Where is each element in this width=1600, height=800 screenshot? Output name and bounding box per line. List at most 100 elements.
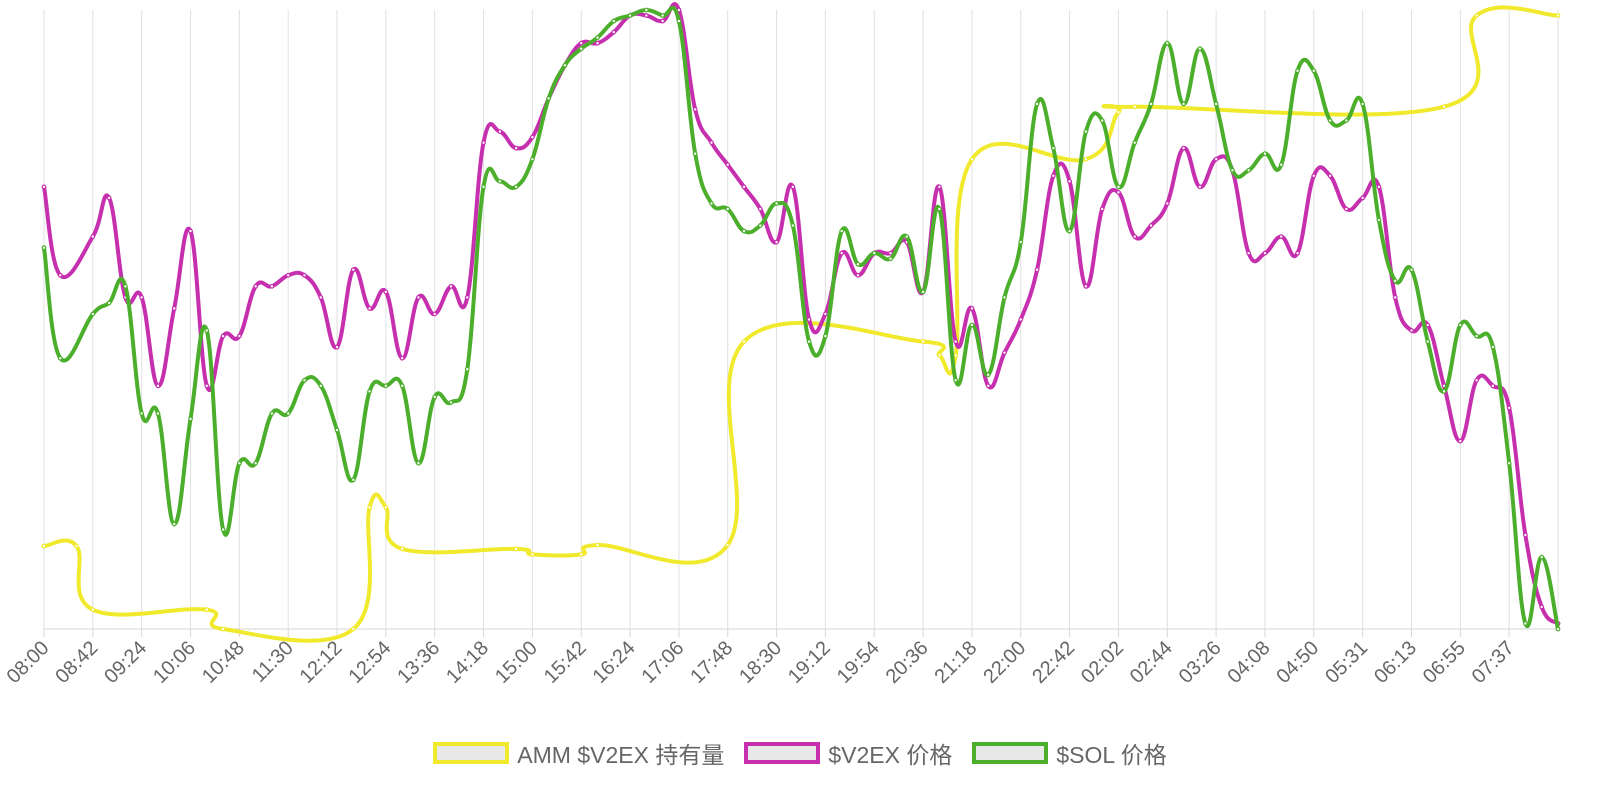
data-point — [350, 626, 356, 632]
x-tick-label: 12:12 — [296, 637, 347, 688]
data-point — [90, 311, 96, 317]
series-2 — [41, 2, 1561, 626]
data-point — [204, 383, 210, 389]
data-point — [171, 521, 177, 527]
data-point — [660, 18, 666, 24]
data-point — [350, 267, 356, 273]
data-point — [529, 156, 535, 162]
data-point — [806, 339, 812, 345]
data-point — [1295, 68, 1300, 74]
data-point — [236, 333, 242, 339]
data-point — [1523, 532, 1528, 538]
data-point — [1392, 278, 1398, 284]
data-point — [41, 543, 47, 549]
data-point — [595, 542, 600, 548]
x-tick-label: 18:30 — [735, 637, 786, 688]
data-point — [57, 355, 63, 361]
series-lines — [41, 2, 1561, 643]
data-point — [1392, 294, 1398, 300]
data-point — [367, 388, 372, 394]
data-point — [1050, 173, 1056, 179]
data-point — [1295, 250, 1300, 256]
data-point — [448, 400, 454, 405]
data-point — [1278, 234, 1284, 239]
data-point — [269, 411, 275, 416]
data-point — [1230, 167, 1235, 173]
data-point — [1262, 151, 1268, 157]
data-point — [1164, 201, 1170, 206]
data-point — [1490, 383, 1496, 389]
data-point — [204, 607, 210, 613]
data-point — [1409, 267, 1414, 273]
data-point — [1067, 228, 1073, 234]
data-point — [285, 411, 291, 416]
data-point — [432, 311, 438, 317]
data-point — [513, 184, 519, 190]
legend-item-amm-holdings[interactable]: AMM $V2EX 持有量 — [433, 736, 724, 770]
data-point — [1555, 13, 1561, 18]
data-point — [285, 272, 291, 278]
data-point — [529, 134, 535, 140]
data-point — [953, 377, 959, 383]
data-point — [578, 40, 584, 46]
data-point — [1474, 13, 1480, 18]
data-point — [481, 140, 486, 146]
data-point — [204, 328, 210, 333]
data-point — [1116, 189, 1121, 195]
x-tick-label: 03:26 — [1175, 637, 1226, 688]
data-point — [1018, 317, 1024, 322]
x-tick-label: 14:18 — [442, 637, 493, 688]
data-point — [790, 223, 796, 228]
legend-swatch-sol-price — [972, 742, 1049, 764]
data-point — [1002, 294, 1007, 300]
data-point — [578, 551, 584, 557]
data-point — [774, 201, 779, 206]
data-point — [1311, 173, 1317, 179]
data-point — [1327, 118, 1333, 123]
data-point — [464, 294, 470, 300]
x-tick-label: 02:44 — [1126, 637, 1177, 688]
legend-label-v2ex-price: $V2EX 价格 — [828, 742, 953, 768]
data-point — [1083, 283, 1089, 289]
data-point — [1132, 140, 1138, 146]
data-point — [888, 256, 893, 262]
data-point — [122, 283, 128, 289]
data-point — [546, 96, 552, 101]
data-point — [1506, 460, 1512, 466]
x-tick-label: 16:24 — [589, 637, 640, 688]
data-point — [1132, 234, 1138, 239]
data-point — [1523, 621, 1528, 626]
data-point — [1360, 195, 1366, 201]
data-point — [529, 551, 535, 557]
x-tick-label: 11:30 — [248, 637, 298, 687]
data-point — [1490, 344, 1496, 350]
legend-item-sol-price[interactable]: $SOL 价格 — [972, 736, 1167, 770]
data-point — [399, 355, 405, 361]
data-point — [725, 206, 731, 212]
data-point — [416, 460, 421, 466]
data-point — [660, 13, 666, 18]
x-tick-label: 19:54 — [833, 637, 884, 688]
data-point — [741, 228, 747, 234]
data-point — [269, 283, 275, 289]
data-point — [611, 18, 617, 24]
x-tick-label: 21:18 — [931, 637, 982, 688]
data-point — [383, 289, 389, 295]
data-point — [839, 228, 845, 234]
data-point — [1034, 101, 1040, 107]
data-point — [741, 339, 747, 345]
x-tick-labels: 08:0008:4209:2410:0610:4811:3012:1212:54… — [3, 637, 1519, 688]
line-chart: 08:0008:4209:2410:0610:4811:3012:1212:54… — [3, 2, 1561, 688]
data-point — [220, 527, 226, 532]
data-point — [253, 283, 259, 289]
legend-item-v2ex-price[interactable]: $V2EX 价格 — [744, 736, 952, 770]
data-point — [334, 427, 340, 433]
data-point — [627, 13, 633, 18]
data-point — [1425, 339, 1431, 345]
data-point — [725, 542, 731, 548]
data-point — [1181, 145, 1186, 151]
data-point — [106, 300, 112, 306]
data-point — [334, 344, 340, 350]
data-point — [318, 383, 324, 389]
data-point — [464, 366, 470, 372]
